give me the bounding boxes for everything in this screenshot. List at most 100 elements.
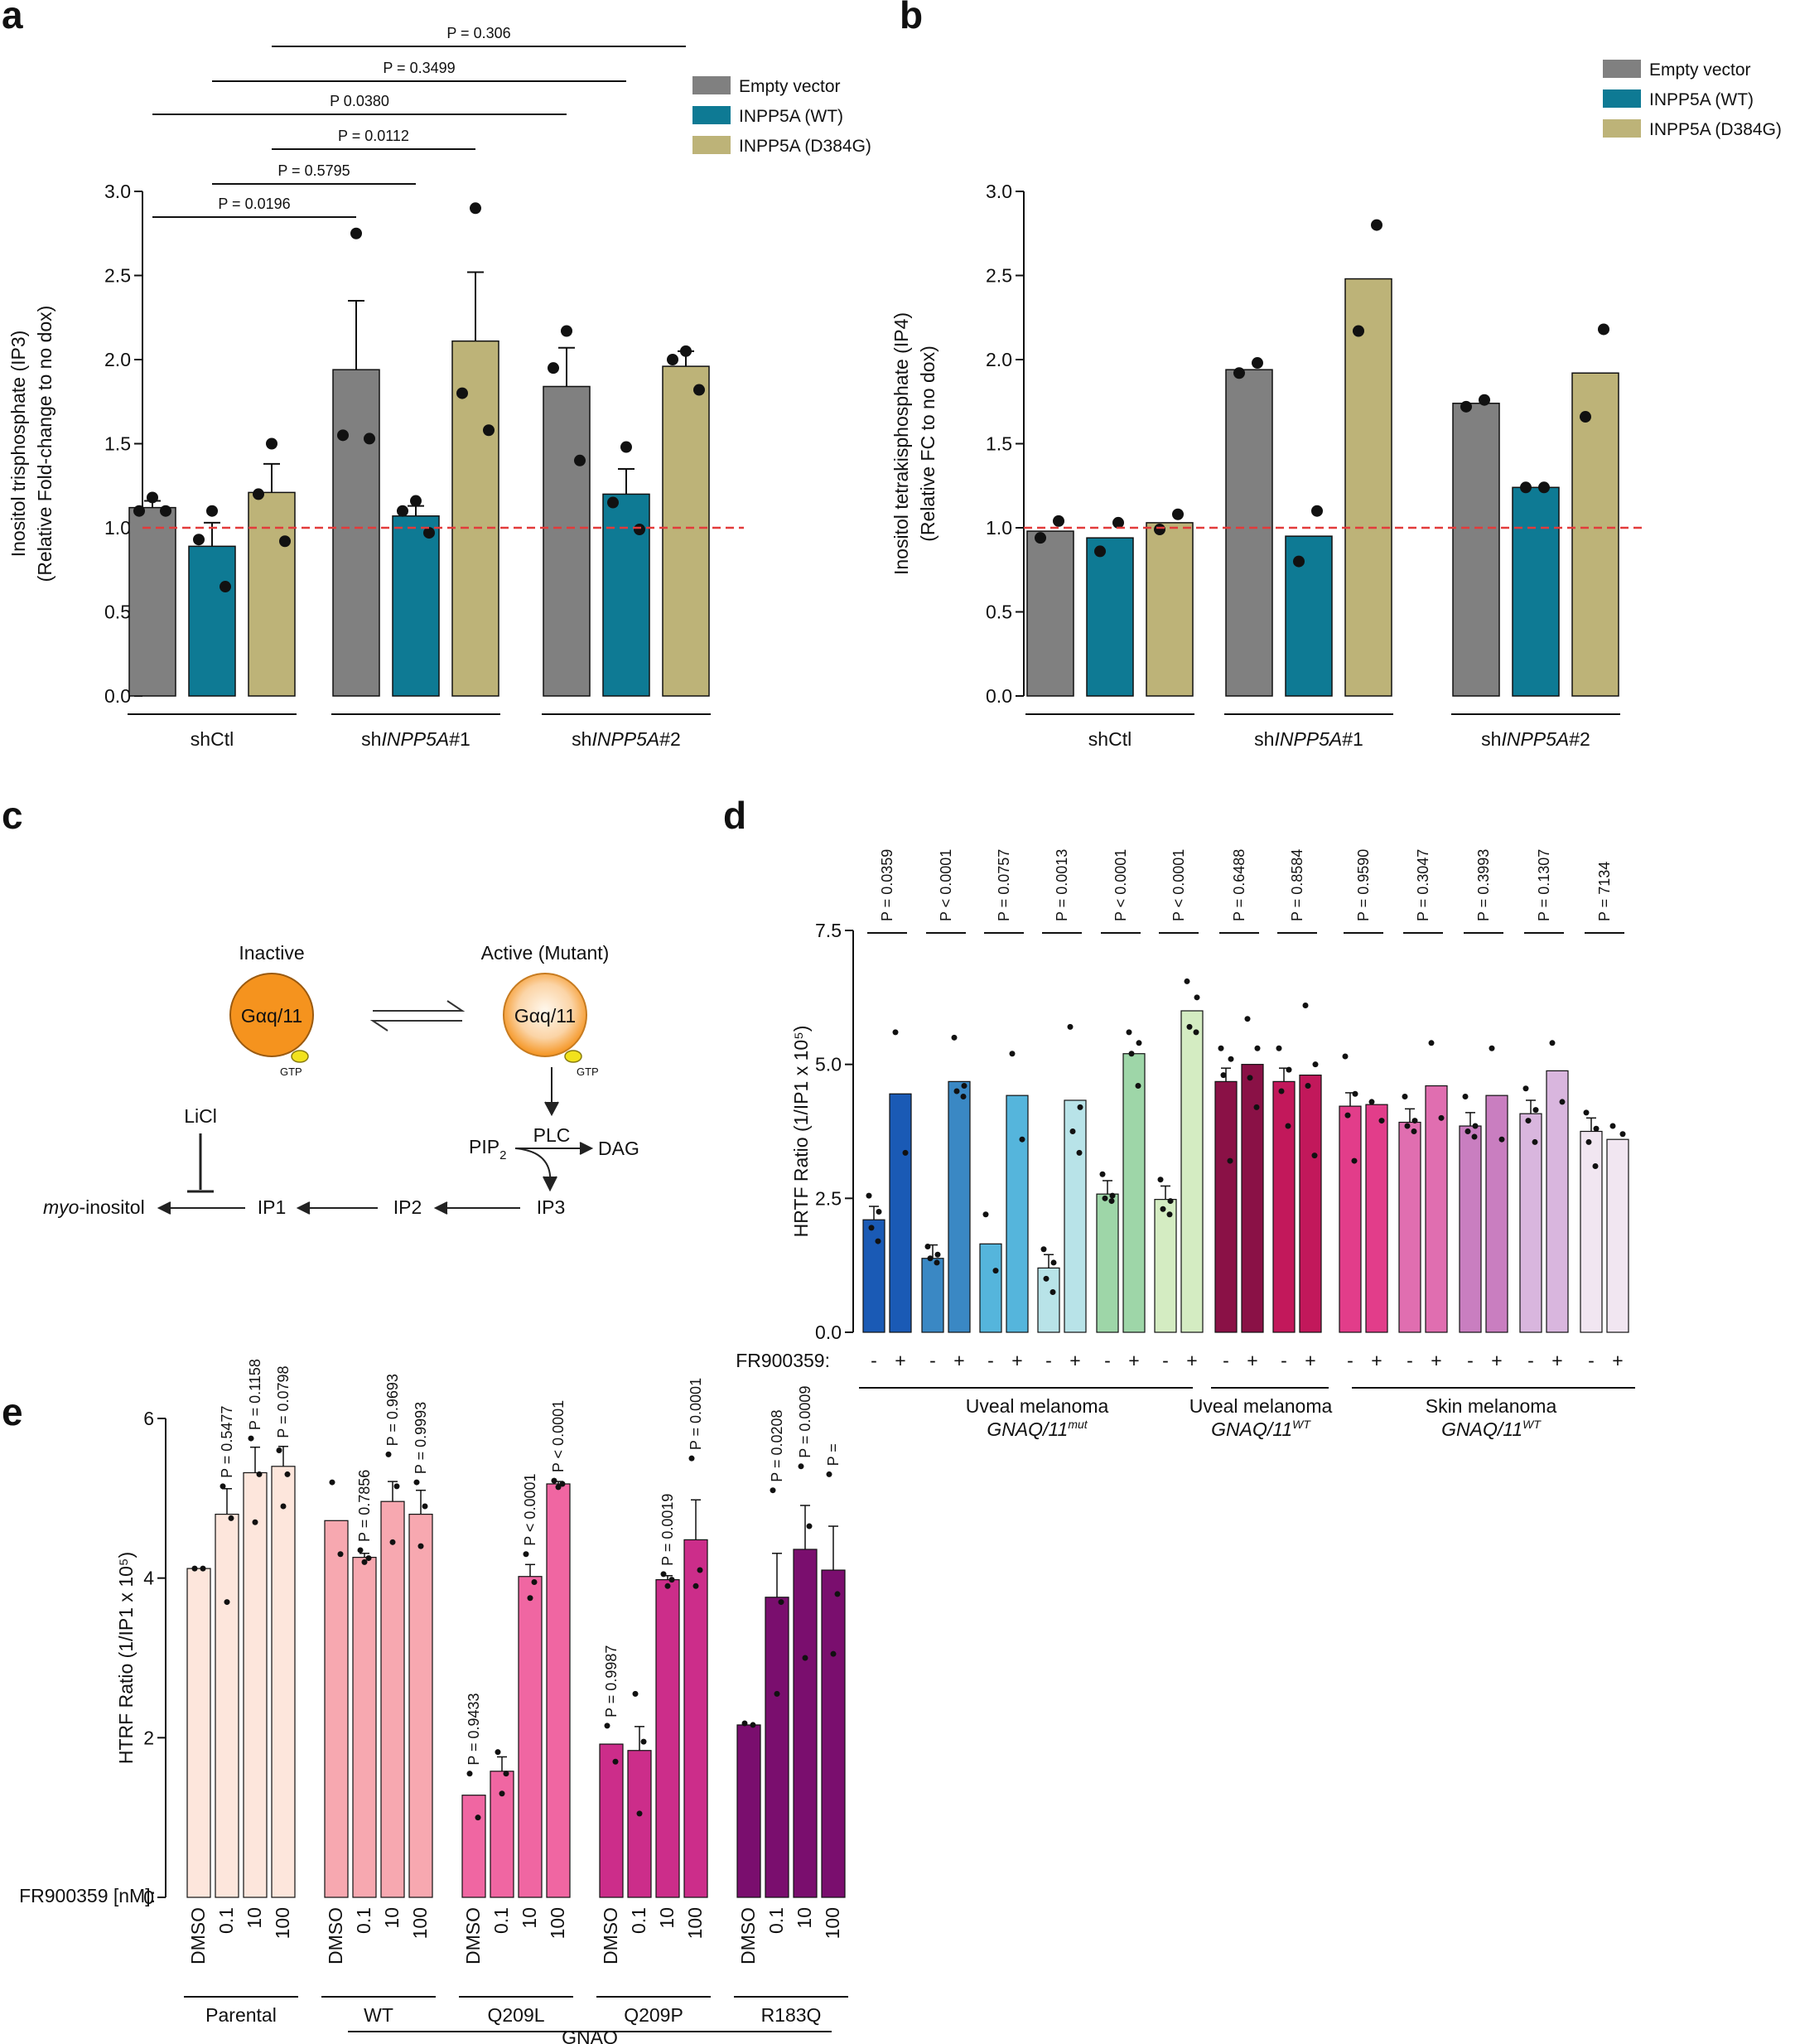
p-value-label: P < 0.0001 <box>938 849 954 921</box>
data-point <box>1351 1157 1358 1164</box>
treatment-sign: - <box>1045 1350 1052 1371</box>
p-value-label: P = 7134 <box>1596 862 1613 921</box>
data-point <box>680 345 692 357</box>
group-label: shCtl <box>191 728 234 750</box>
data-point <box>1128 1051 1135 1057</box>
gtp-inactive-shape <box>291 1050 309 1063</box>
bar <box>518 1576 543 1898</box>
equilibrium-arrows-icon <box>369 1000 466 1032</box>
data-point <box>357 1547 364 1554</box>
data-point <box>1342 1053 1349 1060</box>
y-tick-label: 1.5 <box>986 433 1012 455</box>
data-point <box>495 1749 501 1756</box>
bar <box>1571 372 1619 697</box>
data-point <box>1077 1104 1083 1110</box>
p-value-label: P = <box>825 1443 842 1466</box>
data-point <box>423 527 435 539</box>
data-point <box>1352 1090 1358 1097</box>
panel-label-c: c <box>2 794 23 837</box>
bar <box>683 1539 708 1898</box>
group-label-suffix: #1 <box>1342 728 1363 750</box>
bar <box>1606 1138 1629 1333</box>
gene-label: GNAQ <box>562 2027 618 2044</box>
group-label: Q209L <box>487 2004 544 2026</box>
data-point <box>1438 1114 1445 1121</box>
data-point <box>200 1565 206 1572</box>
legend-label: Empty vector <box>1649 60 1751 80</box>
bar <box>765 1597 789 1898</box>
dose-label: 0.1 <box>490 1907 512 1934</box>
data-point <box>1040 1246 1047 1253</box>
p-value-label: P = 0.0013 <box>1054 849 1070 921</box>
y-tick-label: 2.5 <box>104 265 131 287</box>
data-point <box>1471 1133 1478 1140</box>
p-value-label: P = 0.0112 <box>338 128 409 144</box>
data-point <box>667 354 678 365</box>
data-point <box>1311 1152 1318 1159</box>
data-point <box>612 1758 619 1765</box>
group-gene-sup: WT <box>1522 1418 1542 1431</box>
dag-label: DAG <box>598 1138 639 1159</box>
gtp-active-label: GTP <box>577 1065 599 1078</box>
p-value-label: P = 0.3047 <box>1415 849 1431 921</box>
group-label-prefix: sh <box>1088 728 1108 750</box>
data-point <box>798 1463 804 1470</box>
data-point <box>992 1268 999 1274</box>
data-point <box>1157 1177 1164 1183</box>
p-value-label: P = 0.9590 <box>1355 849 1372 921</box>
data-point <box>284 1471 291 1477</box>
bar <box>271 1466 296 1898</box>
dose-label: 0.1 <box>353 1907 374 1934</box>
data-point <box>248 1435 254 1442</box>
data-point <box>206 505 218 517</box>
data-point <box>1069 1128 1076 1134</box>
bar <box>1086 537 1134 697</box>
data-point <box>1522 1085 1529 1092</box>
bar <box>1425 1085 1448 1333</box>
data-point <box>1220 1072 1227 1079</box>
data-point <box>397 505 408 517</box>
bar <box>1398 1121 1421 1333</box>
data-point <box>1285 1123 1291 1129</box>
data-point <box>1247 1075 1253 1081</box>
data-point <box>830 1650 837 1657</box>
treatment-sign: + <box>1431 1350 1441 1371</box>
data-point <box>1172 508 1184 520</box>
treatment-sign: + <box>1551 1350 1562 1371</box>
pathway-arrows-icon <box>157 1201 520 1215</box>
y-tick-label: 2 <box>143 1727 154 1748</box>
bar <box>1180 1010 1204 1333</box>
y-tick-label: 2.5 <box>815 1187 842 1209</box>
dose-label: DMSO <box>187 1907 209 1964</box>
group-label: Q209P <box>624 2004 683 2026</box>
data-point <box>774 1690 780 1697</box>
group-label-suffix: #1 <box>449 728 470 750</box>
dose-label: 10 <box>794 1907 815 1929</box>
dose-label: DMSO <box>462 1907 484 1964</box>
bar <box>1452 403 1500 697</box>
data-point <box>1184 978 1190 984</box>
p-value-label: P = 0.9433 <box>466 1693 482 1765</box>
data-point <box>1227 1157 1233 1164</box>
bar <box>408 1513 433 1898</box>
bar <box>1339 1105 1362 1333</box>
dose-label: DMSO <box>325 1907 346 1964</box>
data-point <box>1353 325 1364 337</box>
data-point <box>228 1515 234 1521</box>
treatment-sign: - <box>1104 1350 1111 1371</box>
data-point <box>1050 1259 1057 1266</box>
data-point <box>1194 994 1200 1001</box>
p-value-label: P = 0.5477 <box>219 1406 235 1478</box>
dose-label: 10 <box>244 1907 265 1929</box>
data-point <box>961 1083 967 1090</box>
data-point <box>778 1599 784 1606</box>
y-tick-label: 2.0 <box>986 349 1012 370</box>
data-point <box>361 1558 368 1565</box>
data-point <box>693 384 705 396</box>
bar <box>602 493 650 697</box>
data-point <box>147 491 158 504</box>
data-point <box>1462 1093 1469 1099</box>
data-point <box>253 488 264 500</box>
active-label: Active (Mutant) <box>481 942 610 964</box>
data-point <box>1254 1045 1261 1051</box>
